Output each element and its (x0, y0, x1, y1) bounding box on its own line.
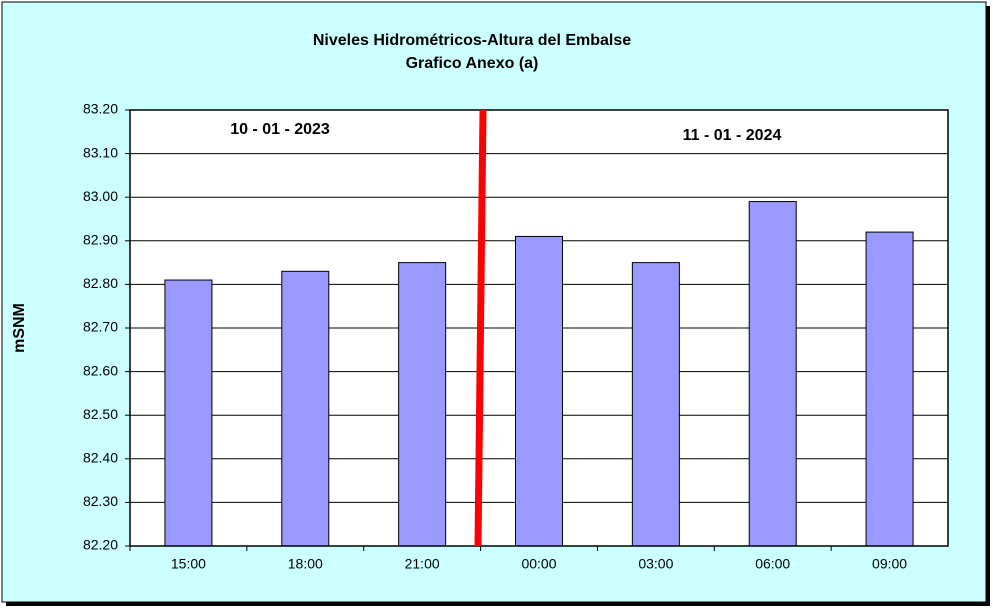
y-tick-label: 82.90 (83, 232, 118, 248)
x-tick-label: 09:00 (872, 556, 907, 572)
bar (281, 270, 330, 547)
y-tick-label: 83.10 (83, 144, 118, 160)
annotation: 10 - 01 - 2023 (230, 121, 330, 138)
bar (748, 201, 797, 547)
y-tick-label: 82.60 (83, 362, 118, 378)
date-divider (474, 109, 487, 547)
chart-subtitle: Grafico Anexo (a) (406, 55, 539, 72)
x-tick-label: 15:00 (171, 556, 206, 572)
y-tick-label: 83.00 (83, 188, 118, 204)
bar (631, 262, 680, 547)
x-tick-label: 00:00 (521, 556, 556, 572)
y-tick-label: 82.30 (83, 493, 118, 509)
x-tick-label: 21:00 (405, 556, 440, 572)
y-tick-label: 82.20 (83, 537, 118, 553)
bar (164, 279, 213, 547)
y-tick-label: 83.20 (83, 101, 118, 117)
chart-title: Niveles Hidrométricos-Altura del Embalse (313, 32, 631, 49)
bar (398, 262, 447, 547)
y-tick-label: 82.40 (83, 450, 118, 466)
y-axis-label: mSNM (11, 303, 28, 353)
bar (515, 235, 563, 547)
y-tick-label: 82.50 (83, 406, 118, 422)
y-tick-label: 82.80 (83, 275, 118, 291)
y-tick-label: 82.70 (83, 319, 118, 335)
x-tick-label: 06:00 (755, 556, 790, 572)
x-tick-label: 18:00 (288, 556, 323, 572)
bar (865, 231, 914, 547)
annotation: 11 - 01 - 2024 (683, 127, 782, 144)
x-tick-label: 03:00 (638, 556, 673, 572)
